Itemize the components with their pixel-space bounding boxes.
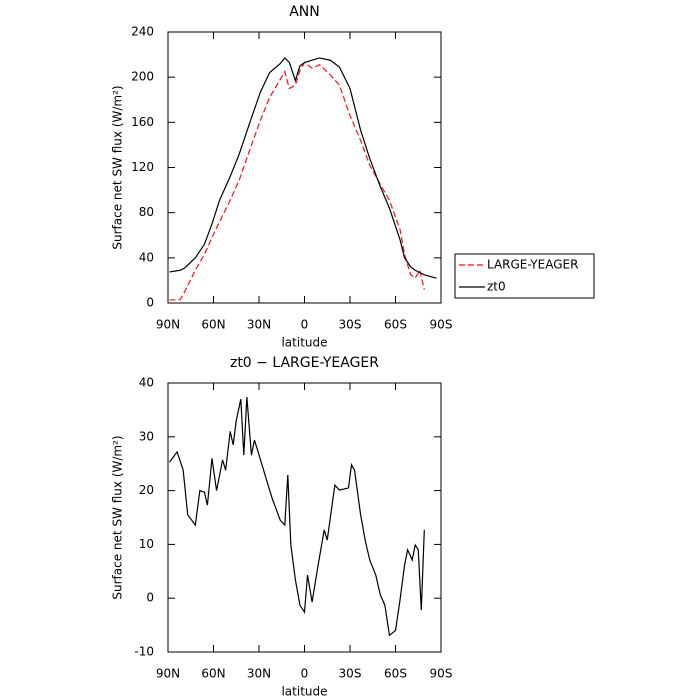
x-tick-label: 90N [156, 667, 180, 681]
y-tick-label: -10 [134, 645, 154, 659]
y-tick-label: 120 [131, 160, 154, 174]
x-tick-label: 90N [156, 318, 180, 332]
y-tick-label: 200 [131, 70, 154, 84]
x-tick-label: 30N [247, 667, 271, 681]
x-tick-label: 0 [301, 667, 309, 681]
y-tick-label: 30 [139, 429, 154, 443]
data-line [169, 61, 425, 301]
y-tick-label: 240 [131, 25, 154, 39]
y-axis-label: Surface net SW flux (W/m²) [111, 85, 125, 249]
legend-label: LARGE-YEAGER [487, 258, 578, 272]
plot-frame [167, 31, 442, 304]
chart-title: zt0 − LARGE-YEAGER [230, 355, 379, 371]
x-tick-label: 30S [339, 667, 362, 681]
chart-title: ANN [289, 4, 320, 20]
x-tick-label: 90S [430, 318, 453, 332]
x-tick-label: 0 [301, 318, 309, 332]
y-tick-label: 20 [139, 483, 154, 497]
y-tick-label: 0 [146, 591, 154, 605]
legend-label: zt0 [487, 280, 506, 294]
x-tick-label: 60N [201, 667, 225, 681]
x-axis-label: latitude [281, 336, 327, 350]
x-tick-label: 30S [339, 318, 362, 332]
x-tick-label: 60S [384, 318, 407, 332]
x-axis-label: latitude [281, 685, 327, 699]
y-tick-label: 80 [139, 205, 154, 219]
y-tick-label: 40 [139, 250, 154, 264]
y-axis-label: Surface net SW flux (W/m²) [111, 435, 125, 599]
data-line [169, 396, 425, 637]
x-tick-label: 90S [430, 667, 453, 681]
y-tick-label: 10 [139, 537, 154, 551]
x-tick-label: 30N [247, 318, 271, 332]
y-tick-label: 40 [139, 376, 154, 390]
x-tick-label: 60N [201, 318, 225, 332]
y-tick-label: 160 [131, 115, 154, 129]
legend-box [454, 253, 595, 299]
x-tick-label: 60S [384, 667, 407, 681]
y-tick-label: 0 [146, 296, 154, 310]
data-line [169, 57, 437, 279]
